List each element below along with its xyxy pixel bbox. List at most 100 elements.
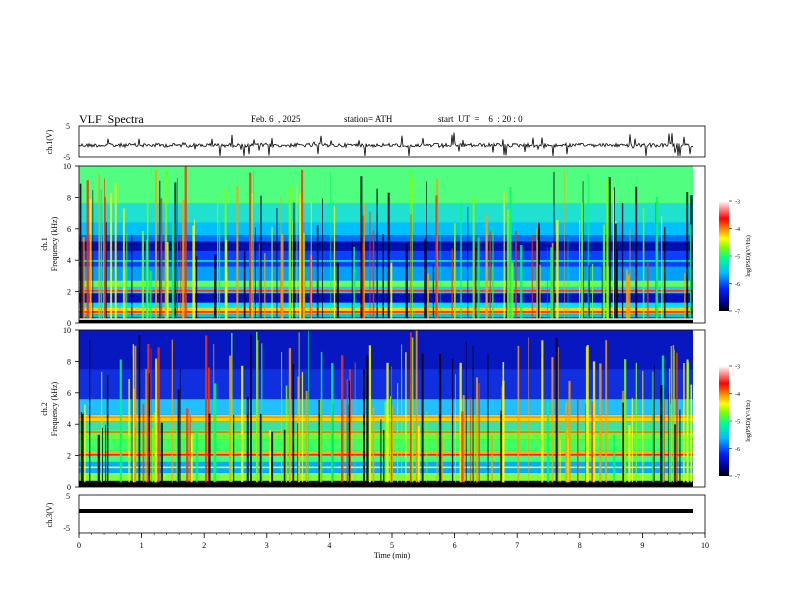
spec2-spike: [679, 409, 681, 483]
spec1-band-9: [79, 241, 693, 251]
spec1-spike: [310, 202, 312, 319]
spec1-spike: [405, 243, 408, 319]
ch3-waveform-frame: [78, 494, 706, 534]
ch2-ytick-label: 8: [67, 357, 71, 366]
spec1-spike: [292, 221, 293, 319]
ch3-ytick-top: 5: [66, 492, 70, 501]
ch1-waveform-panel: 5 -5 ch.1(V): [45, 122, 706, 162]
spec2-spike: [462, 395, 465, 483]
spec2-spike: [592, 361, 596, 483]
spec1-spike: [92, 190, 94, 319]
spec1-spike: [567, 238, 569, 319]
spec2-spike: [565, 401, 567, 483]
spec1-spike: [485, 214, 488, 319]
spec2-spike: [229, 355, 231, 483]
ch1-spectrogram-panel: 0 2 4 6 8 10 ch.1 Frequency (kHz): [40, 162, 706, 328]
spec2-spike: [669, 368, 671, 483]
ch1-waveform-trace: [78, 132, 694, 157]
spec2-spike: [487, 353, 489, 483]
spec2-spike: [397, 383, 399, 483]
spec2-spike: [401, 344, 403, 483]
spec2-spike: [301, 372, 304, 483]
spec1-line-3: [79, 318, 693, 320]
ch1-colorbar-tick-label: -4: [735, 227, 740, 233]
spec2-spike: [297, 376, 300, 483]
spec1-spike: [509, 186, 512, 319]
spec2-spike: [380, 419, 382, 483]
spec1-spike: [690, 224, 692, 319]
spec1-spike: [489, 231, 491, 319]
ch1-colorbar-tick-label: -7: [735, 310, 740, 316]
ch1-ytick-label: 4: [67, 256, 71, 265]
spec1-spike: [125, 260, 127, 319]
spec2-spike: [319, 399, 321, 483]
spec1-spike: [621, 203, 624, 319]
spec1-spike: [664, 274, 666, 319]
spec1-spike: [166, 242, 169, 319]
spec1-spike: [460, 202, 462, 319]
spec2-spike: [501, 386, 504, 483]
spec1-spike: [218, 217, 221, 319]
spec2-spike: [214, 383, 217, 483]
spec2-spike: [415, 330, 418, 483]
spec1-spike: [363, 203, 365, 319]
spec2-spike: [555, 337, 558, 483]
spec1-spike: [539, 264, 541, 319]
spec1-spike: [149, 270, 152, 319]
spec1-band-10: [79, 235, 693, 242]
spec1-spike: [492, 226, 494, 319]
spec2-spike: [119, 359, 122, 483]
spec1-spike: [299, 193, 302, 319]
spec1-band-8: [79, 250, 693, 267]
spec1-spike: [661, 216, 663, 319]
spec1-spike: [454, 223, 456, 319]
spec2-spike: [559, 439, 561, 483]
spec1-spike: [160, 198, 163, 319]
spec1-spike: [141, 231, 144, 319]
spec1-spike: [607, 247, 608, 319]
x-tick-label: 3: [265, 541, 269, 550]
spec2-spike: [256, 331, 258, 483]
ch1-colorbar-label: log(PSD)(V²/Hz): [745, 235, 752, 276]
spec1-band-2: [79, 307, 693, 314]
ch2-colorbar-tick-label: -5: [735, 420, 740, 426]
spec1-spike: [296, 184, 298, 319]
spec1-spike: [369, 211, 371, 319]
spec2-spike: [586, 345, 589, 483]
ch2-colorbar-tick-label: -3: [735, 365, 740, 371]
spec1-spike: [131, 234, 133, 319]
spec2-spike: [386, 362, 389, 483]
spec2-spike: [473, 415, 475, 483]
ch1-colorbar-tick-label: -5: [735, 255, 740, 261]
spec2-spike: [683, 363, 685, 483]
spec1-line-0: [79, 290, 693, 292]
spec1-spike: [690, 195, 693, 319]
spec2-spike: [259, 413, 262, 483]
start-ut-label: start UT = 6 : 20 : 0: [438, 114, 523, 124]
spec2-spike: [459, 362, 462, 483]
spec2-spike: [297, 423, 299, 483]
spec2-spike: [176, 430, 178, 483]
spec1-spike: [336, 262, 339, 319]
spec2-spike: [440, 437, 443, 483]
ch2-colorbar-tick-label: -4: [735, 392, 740, 398]
spec1-spike: [126, 233, 128, 319]
spec2-spike: [613, 433, 616, 483]
spec2-spike: [105, 424, 106, 483]
spec1-spike: [664, 226, 666, 319]
spec1-spike: [426, 181, 427, 319]
spec2-spike: [674, 349, 675, 483]
spec2-spike: [411, 337, 414, 483]
spec1-spike: [333, 206, 336, 319]
ch1-ytick-label: 8: [67, 193, 71, 202]
spec1-spike: [472, 196, 475, 319]
spec2-spike: [502, 362, 505, 483]
spec1-spike: [184, 166, 187, 319]
x-tick-label: 1: [140, 541, 144, 550]
spec2-spike: [138, 335, 141, 483]
spec2-spike: [391, 405, 393, 483]
ch1-ytick-label: 2: [67, 288, 71, 297]
spec1-spike: [579, 220, 581, 319]
x-tick-label: 0: [77, 541, 81, 550]
ch1-ytick-bottom: -5: [63, 153, 70, 162]
